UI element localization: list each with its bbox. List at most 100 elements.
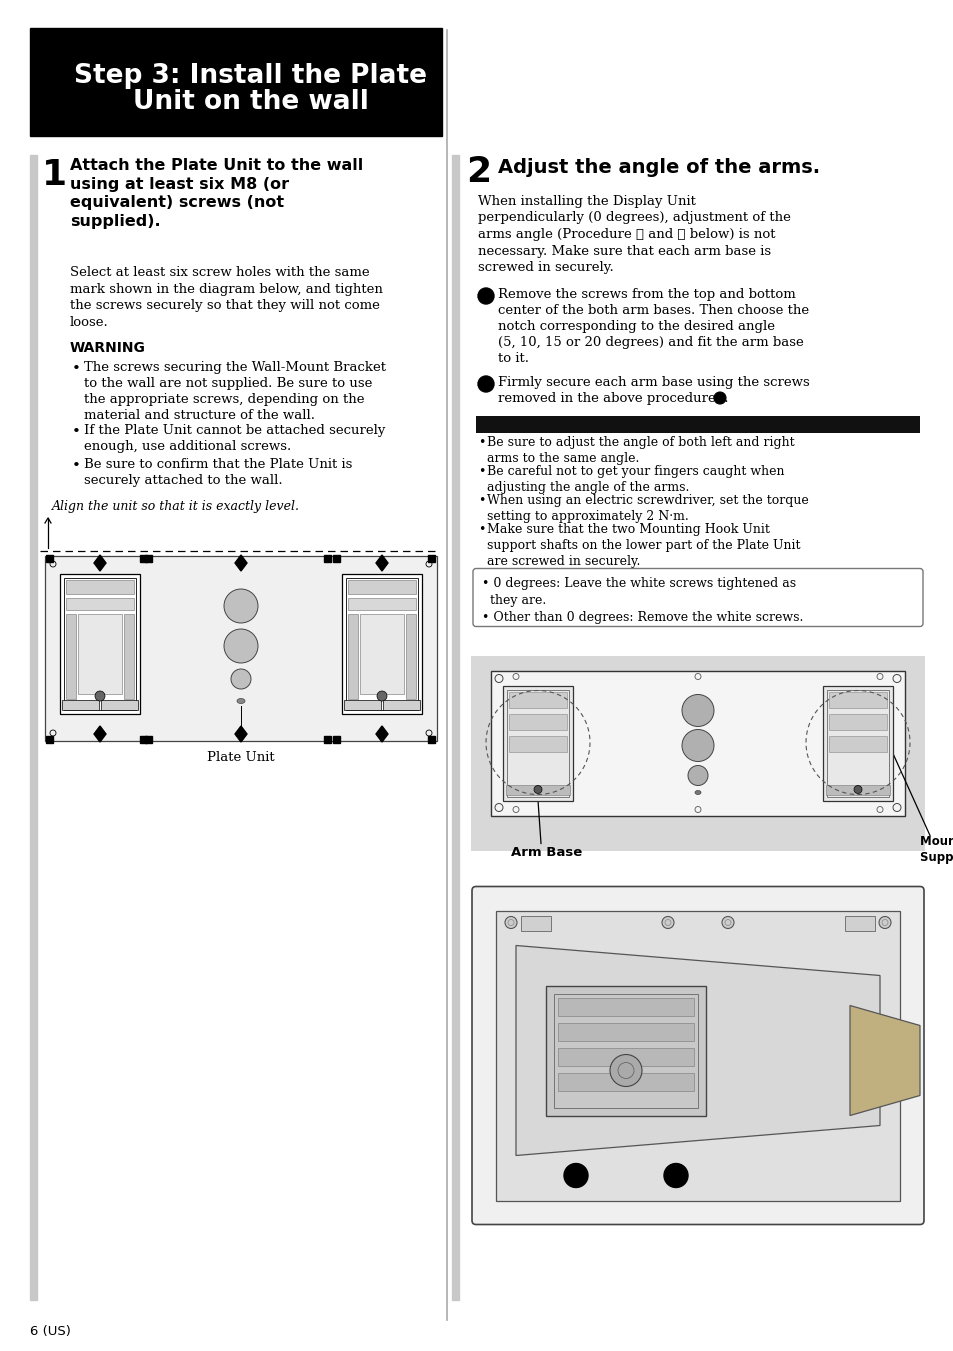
Text: WARNING: WARNING: [70, 340, 146, 355]
Polygon shape: [94, 555, 106, 571]
Bar: [826, 689, 888, 797]
Text: 1: 1: [481, 292, 489, 303]
Bar: [509, 713, 566, 730]
Bar: [346, 578, 417, 711]
Bar: [452, 155, 458, 1300]
Text: Make sure that the two Mounting Hook Unit
support shafts on the lower part of th: Make sure that the two Mounting Hook Uni…: [486, 523, 800, 567]
Circle shape: [224, 630, 257, 663]
Bar: [64, 578, 136, 711]
Text: Be sure to adjust the angle of both left and right
arms to the same angle.: Be sure to adjust the angle of both left…: [486, 436, 794, 465]
Bar: [348, 580, 416, 594]
Bar: [382, 700, 419, 711]
Bar: [66, 580, 133, 594]
Bar: [45, 557, 436, 740]
Text: Be sure to confirm that the Plate Unit is
securely attached to the wall.: Be sure to confirm that the Plate Unit i…: [84, 458, 352, 486]
Text: Plate Unit: Plate Unit: [207, 751, 274, 765]
Text: The screws securing the Wall-Mount Bracket
to the wall are not supplied. Be sure: The screws securing the Wall-Mount Brack…: [84, 361, 386, 422]
Text: Mounting Hook Unit
Support Shaft: Mounting Hook Unit Support Shaft: [919, 835, 953, 863]
Circle shape: [376, 690, 387, 701]
Text: 2: 2: [481, 380, 489, 390]
Text: Adjust the angle of the arms.: Adjust the angle of the arms.: [497, 158, 820, 177]
Bar: [491, 670, 904, 816]
Circle shape: [713, 392, 725, 404]
Bar: [30, 28, 441, 136]
Circle shape: [878, 916, 890, 928]
Circle shape: [224, 589, 257, 623]
Bar: [341, 574, 421, 713]
Bar: [471, 655, 924, 851]
Text: 1: 1: [571, 1170, 580, 1183]
Bar: [825, 785, 889, 794]
Circle shape: [95, 690, 105, 701]
Circle shape: [721, 916, 733, 928]
Text: •: •: [477, 523, 485, 536]
Bar: [505, 785, 569, 794]
Text: Align the unit so that it is exactly level.: Align the unit so that it is exactly lev…: [52, 500, 299, 513]
Text: Notes: Notes: [479, 417, 520, 431]
Bar: [545, 985, 705, 1116]
Text: 1: 1: [716, 394, 722, 404]
Bar: [828, 692, 886, 708]
Text: •: •: [477, 436, 485, 449]
Circle shape: [477, 288, 494, 304]
Bar: [520, 916, 551, 931]
Bar: [509, 735, 566, 751]
Circle shape: [687, 766, 707, 785]
Bar: [359, 613, 403, 694]
Bar: [428, 555, 435, 562]
Circle shape: [663, 1163, 687, 1188]
Text: Arm Base: Arm Base: [511, 846, 581, 858]
FancyBboxPatch shape: [472, 886, 923, 1224]
Polygon shape: [234, 555, 247, 571]
Bar: [822, 685, 892, 801]
Bar: [348, 598, 416, 611]
Bar: [509, 692, 566, 708]
Polygon shape: [94, 725, 106, 742]
Circle shape: [681, 694, 713, 727]
Bar: [476, 416, 919, 434]
Circle shape: [534, 785, 541, 793]
Circle shape: [681, 730, 713, 762]
Text: 1: 1: [42, 158, 67, 192]
Bar: [558, 1047, 693, 1066]
Text: •: •: [71, 426, 81, 439]
Bar: [554, 993, 698, 1108]
Circle shape: [609, 1055, 641, 1086]
Bar: [62, 700, 99, 711]
Circle shape: [853, 785, 862, 793]
Bar: [844, 916, 874, 931]
Polygon shape: [375, 555, 388, 571]
Polygon shape: [375, 725, 388, 742]
Bar: [333, 555, 339, 562]
Bar: [145, 555, 152, 562]
Circle shape: [477, 376, 494, 392]
Bar: [140, 736, 147, 743]
Polygon shape: [849, 1005, 919, 1116]
Text: When installing the Display Unit
perpendicularly (0 degrees), adjustment of the
: When installing the Display Unit perpend…: [477, 195, 790, 274]
Text: •: •: [71, 362, 81, 376]
Bar: [78, 613, 122, 694]
Text: •: •: [477, 465, 485, 478]
Text: Be careful not to get your fingers caught when
adjusting the angle of the arms.: Be careful not to get your fingers caugh…: [486, 465, 783, 494]
Text: 6 (US): 6 (US): [30, 1325, 71, 1337]
Circle shape: [563, 1163, 587, 1188]
Circle shape: [661, 916, 673, 928]
Bar: [558, 997, 693, 1016]
Bar: [66, 598, 133, 611]
Bar: [828, 735, 886, 751]
Bar: [101, 700, 138, 711]
Bar: [140, 555, 147, 562]
Bar: [348, 613, 357, 698]
Ellipse shape: [236, 698, 245, 704]
Text: Select at least six screw holes with the same
mark shown in the diagram below, a: Select at least six screw holes with the…: [70, 266, 382, 328]
Polygon shape: [516, 946, 879, 1155]
Text: Remove the screws from the top and bottom
center of the both arm bases. Then cho: Remove the screws from the top and botto…: [497, 288, 808, 365]
Bar: [333, 736, 339, 743]
Bar: [502, 685, 573, 801]
Bar: [558, 1023, 693, 1040]
Bar: [46, 555, 53, 562]
Bar: [46, 736, 53, 743]
Text: • 0 degrees: Leave the white screws tightened as
  they are.
• Other than 0 degr: • 0 degrees: Leave the white screws tigh…: [481, 577, 802, 624]
Text: If the Plate Unit cannot be attached securely
enough, use additional screws.: If the Plate Unit cannot be attached sec…: [84, 424, 385, 453]
Bar: [558, 1073, 693, 1090]
